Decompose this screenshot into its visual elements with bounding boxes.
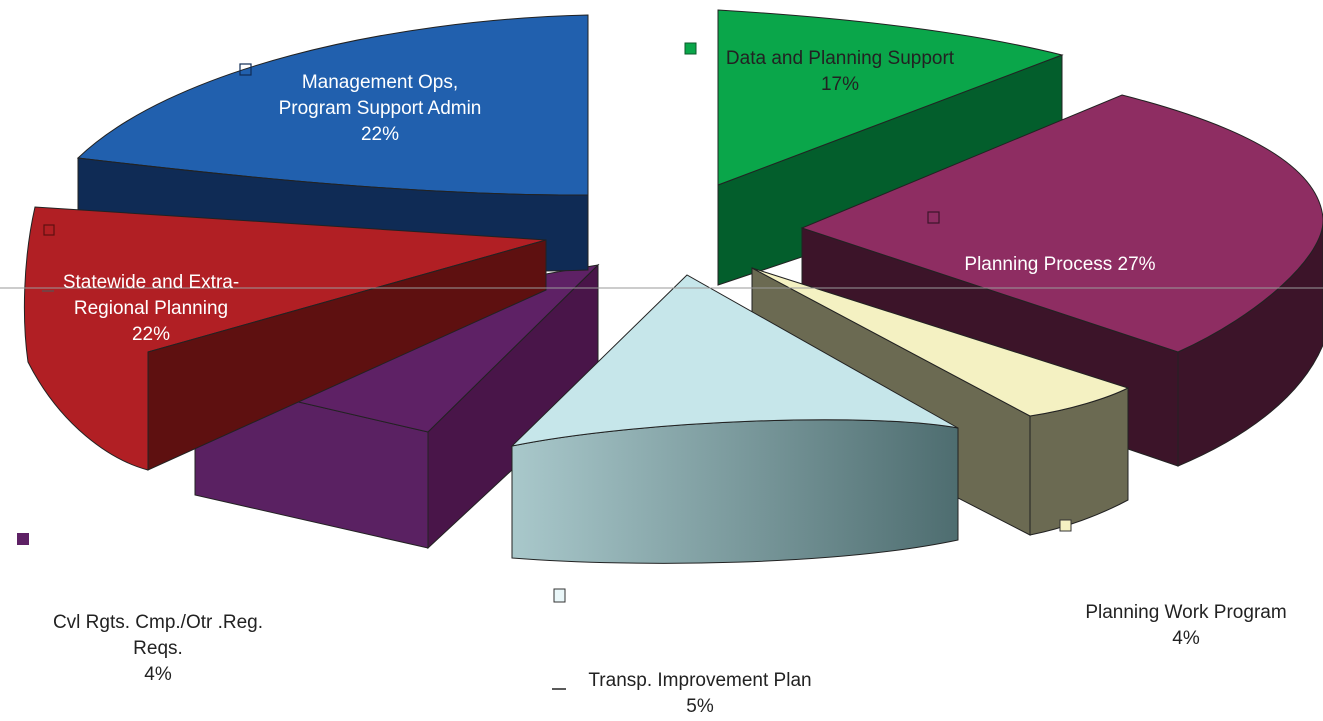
label-cvl-rgts-line-1: Cvl Rgts. Cmp./Otr .Reg. <box>52 612 264 633</box>
marker-work-program <box>1059 519 1072 532</box>
pie-slice-transp <box>510 274 959 564</box>
marker-transp <box>553 588 566 603</box>
label-work-program-line-2: 4% <box>1172 628 1200 649</box>
label-transp-line-2: 5% <box>686 696 714 717</box>
label-management-line-3: 22% <box>360 124 400 145</box>
label-statewide-line-1: Statewide and Extra- <box>62 272 240 293</box>
label-transp: Transp. Improvement Plan 5% <box>562 668 838 720</box>
label-statewide: Statewide and Extra- Regional Planning 2… <box>40 270 262 348</box>
label-cvl-rgts-line-2: Reqs. <box>133 638 183 659</box>
label-statewide-line-2: Regional Planning <box>73 298 229 319</box>
label-management-line-2: Program Support Admin <box>278 98 482 119</box>
marker-management <box>239 63 252 76</box>
label-statewide-line-3: 22% <box>131 324 171 345</box>
label-work-program-line-1: Planning Work Program <box>1085 602 1287 623</box>
marker-planning-process <box>927 211 940 224</box>
label-management-line-1: Management Ops, <box>301 72 459 93</box>
label-cvl-rgts: Cvl Rgts. Cmp./Otr .Reg. Reqs. 4% <box>20 610 296 688</box>
label-data-planning-line-1: Data and Planning Support <box>725 48 955 69</box>
label-work-program: Planning Work Program 4% <box>1060 600 1312 652</box>
label-planning-process-line-1: Planning Process 27% <box>964 254 1156 275</box>
pie-slice-statewide <box>23 206 547 471</box>
label-cvl-rgts-line-3: 4% <box>144 664 172 685</box>
label-data-planning: Data and Planning Support 17% <box>708 46 972 98</box>
label-data-planning-line-2: 17% <box>820 74 860 95</box>
marker-statewide <box>43 224 55 236</box>
label-transp-line-1: Transp. Improvement Plan <box>588 670 812 691</box>
label-planning-process: Planning Process 27% <box>940 252 1180 278</box>
label-management: Management Ops, Program Support Admin 22… <box>250 70 510 148</box>
marker-data-planning <box>684 42 697 55</box>
marker-cvl-rgts <box>17 533 29 545</box>
